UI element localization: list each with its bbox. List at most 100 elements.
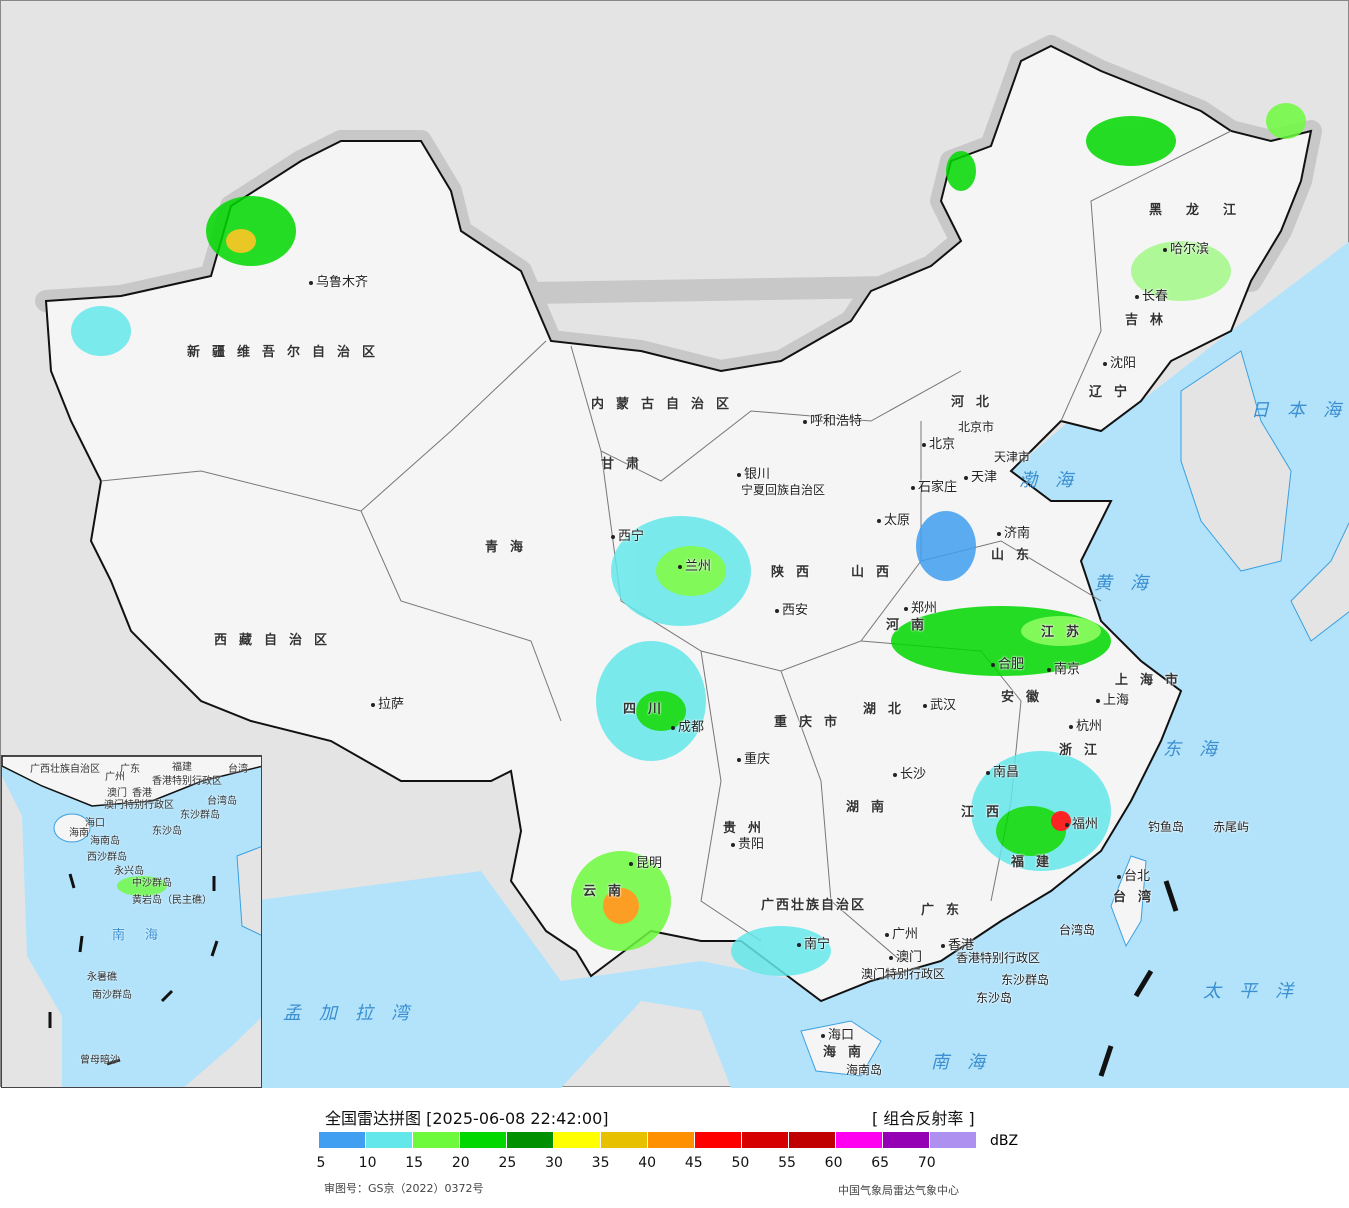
city-label: 天津 <box>964 466 997 485</box>
city-label: 昆明 <box>629 852 662 871</box>
scale-tick: 30 <box>545 1155 563 1171</box>
unit-label: dBZ <box>990 1133 1019 1149</box>
inset-label: 福建 <box>172 762 192 773</box>
province-label: 西藏自治区 <box>214 633 340 648</box>
city-label: 银川 <box>737 463 770 482</box>
inset-label: 海南岛 <box>90 836 120 847</box>
inset-label: 广西壮族自治区 <box>30 764 100 775</box>
city-label: 北京 <box>922 433 955 452</box>
city-label: 郑州 <box>904 597 937 616</box>
province-label: 青海 <box>485 540 536 555</box>
inset-label: 西沙群岛 <box>87 852 127 863</box>
province-label: 湖北 <box>863 702 914 717</box>
province-label: 吉林 <box>1125 313 1176 328</box>
inset-label: 南海 <box>112 928 179 943</box>
city-label: 成都 <box>671 716 704 735</box>
color-swatch <box>413 1132 460 1148</box>
scale-tick: 65 <box>871 1155 890 1171</box>
color-swatch <box>930 1132 977 1148</box>
city-label: 南昌 <box>986 761 1019 780</box>
place-label: 宁夏回族自治区 <box>741 483 826 497</box>
province-label: 江苏 <box>1041 625 1092 640</box>
color-swatch <box>883 1132 930 1148</box>
place-label: 天津市 <box>994 450 1031 464</box>
place-label: 东沙群岛 <box>1001 973 1050 987</box>
city-label: 香港 <box>941 934 974 953</box>
city-label: 台北 <box>1117 865 1150 884</box>
sea-label: 孟加拉湾 <box>283 1003 427 1024</box>
inset-label: 澳门 <box>107 788 127 799</box>
inset-label: 东沙岛 <box>152 826 182 837</box>
province-label: 河南 <box>886 618 937 633</box>
province-label: 山西 <box>851 565 902 580</box>
sea-label: 日本海 <box>1251 400 1349 421</box>
city-label: 乌鲁木齐 <box>309 271 368 290</box>
scale-tick: 10 <box>358 1155 377 1171</box>
province-label: 广西壮族自治区 <box>761 898 867 913</box>
inset-label: 台湾岛 <box>207 796 237 807</box>
nine-dash-line <box>1098 880 1179 1077</box>
city-label: 武汉 <box>923 694 956 713</box>
sea-label: 黄海 <box>1094 573 1166 594</box>
province-label: 黑龙江 <box>1149 203 1261 218</box>
city-label: 呼和浩特 <box>803 410 862 429</box>
city-label: 南宁 <box>797 933 830 952</box>
city-label: 兰州 <box>678 555 711 574</box>
scale-tick: 70 <box>917 1155 936 1171</box>
inset-label: 台湾 <box>228 764 248 775</box>
scale-tick: 60 <box>824 1155 843 1171</box>
province-label: 江西 <box>961 805 1012 820</box>
inset-label: 广东 <box>120 764 140 775</box>
sea-label: 东海 <box>1163 739 1235 760</box>
city-label: 沈阳 <box>1103 352 1136 371</box>
scale-tick: 40 <box>638 1155 657 1171</box>
city-label: 澳门 <box>889 946 922 965</box>
province-label: 台湾 <box>1113 890 1164 905</box>
inset-canvas <box>2 756 261 1087</box>
color-swatch <box>507 1132 554 1148</box>
city-label: 拉萨 <box>371 693 404 712</box>
city-label: 哈尔滨 <box>1163 238 1209 257</box>
sea-label: 太平洋 <box>1203 981 1311 1002</box>
city-label: 长沙 <box>893 763 926 782</box>
place-label: 澳门特别行政区 <box>861 967 946 981</box>
inset-label: 香港特别行政区 <box>152 776 222 787</box>
scale-tick: 35 <box>591 1155 610 1171</box>
scale-tick: 25 <box>498 1155 517 1171</box>
city-label: 上海 <box>1096 689 1129 708</box>
ocean <box>251 241 1349 1088</box>
korea <box>1180 350 1292 572</box>
color-swatch <box>742 1132 789 1148</box>
inset-label: 永兴岛 <box>114 866 144 877</box>
place-label: 钓鱼岛 <box>1148 820 1185 834</box>
city-label: 石家庄 <box>911 476 957 495</box>
japan <box>1290 521 1349 642</box>
inset-label: 澳门特别行政区 <box>104 800 174 811</box>
province-label: 广东 <box>921 903 972 918</box>
place-label: 海南岛 <box>846 1063 883 1077</box>
inset-label: 广州 <box>105 772 125 783</box>
scale-tick: 5 <box>316 1155 326 1171</box>
city-label: 贵阳 <box>731 833 764 852</box>
place-label: 东沙岛 <box>976 991 1013 1005</box>
province-label: 安徽 <box>1001 690 1052 705</box>
province-label: 海南 <box>823 1045 874 1060</box>
province-label: 新疆维吾尔自治区 <box>187 345 388 360</box>
source-label: 中国气象局雷达气象中心 <box>838 1184 959 1197</box>
color-swatch <box>554 1132 601 1148</box>
scale-tick: 20 <box>451 1155 470 1171</box>
province-label: 四川 <box>623 702 674 717</box>
inset-label: 香港 <box>132 788 152 799</box>
color-swatch <box>601 1132 648 1148</box>
city-label: 福州 <box>1065 813 1098 832</box>
place-label: 台湾岛 <box>1059 923 1096 937</box>
scale-tick: 45 <box>684 1155 703 1171</box>
province-label: 云南 <box>583 884 634 899</box>
province-label: 浙江 <box>1059 743 1110 758</box>
product-name: [ 组合反射率 ] <box>872 1109 975 1128</box>
color-swatch <box>836 1132 883 1148</box>
inset-label: 曾母暗沙 <box>80 1055 120 1066</box>
scale-tick: 50 <box>731 1155 750 1171</box>
radar-map[interactable]: 新疆维吾尔自治区 西藏自治区 青海 甘肃 内蒙古自治区 黑龙江 吉林 辽宁 河北 山西 山东 河南 陕西… <box>0 0 1349 1088</box>
inset-label: 中沙群岛 <box>132 878 172 889</box>
